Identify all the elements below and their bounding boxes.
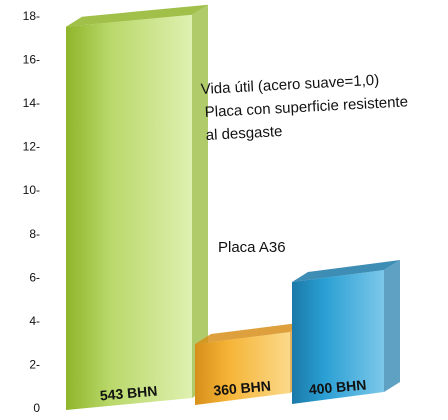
y-tick-9: 18- bbox=[23, 9, 40, 23]
bar-2-front bbox=[292, 270, 384, 404]
bar-label-1: 360 BHN bbox=[213, 378, 272, 399]
y-tick-7: 14- bbox=[23, 96, 40, 110]
bar-2-side bbox=[384, 260, 400, 392]
bar-1-front bbox=[195, 332, 290, 405]
y-tick-0: 0 bbox=[33, 401, 40, 415]
annotation-line-2: Placa con superficie resistente bbox=[204, 93, 408, 121]
y-tick-1: 2- bbox=[29, 357, 40, 371]
y-tick-6: 12- bbox=[23, 140, 40, 154]
bar-label-0: 543 BHN bbox=[99, 383, 158, 404]
bar-0-side bbox=[192, 4, 208, 398]
bar-1-top bbox=[195, 322, 306, 345]
bar-0-front bbox=[66, 14, 192, 410]
bar-0-top bbox=[66, 4, 208, 27]
bars bbox=[66, 4, 400, 410]
bar-2-top bbox=[292, 260, 400, 283]
annotation-line-1: Vida útil (acero suave=1,0) bbox=[200, 72, 379, 98]
y-axis-ticks: 0 2- 4- 6- 8- 10- 12- 14- 16- 18- bbox=[23, 9, 41, 415]
y-tick-8: 16- bbox=[23, 53, 40, 67]
bar-label-2: 400 BHN bbox=[308, 377, 367, 398]
y-tick-4: 8- bbox=[29, 227, 40, 241]
y-tick-3: 6- bbox=[29, 270, 40, 284]
annotation-line-3: al desgaste bbox=[205, 123, 283, 144]
y-tick-5: 10- bbox=[23, 183, 40, 197]
bar-labels: 543 BHN 360 BHN 400 BHN bbox=[99, 377, 367, 404]
annotation-placa-a36: Placa A36 bbox=[218, 239, 286, 256]
y-tick-2: 4- bbox=[29, 314, 40, 328]
